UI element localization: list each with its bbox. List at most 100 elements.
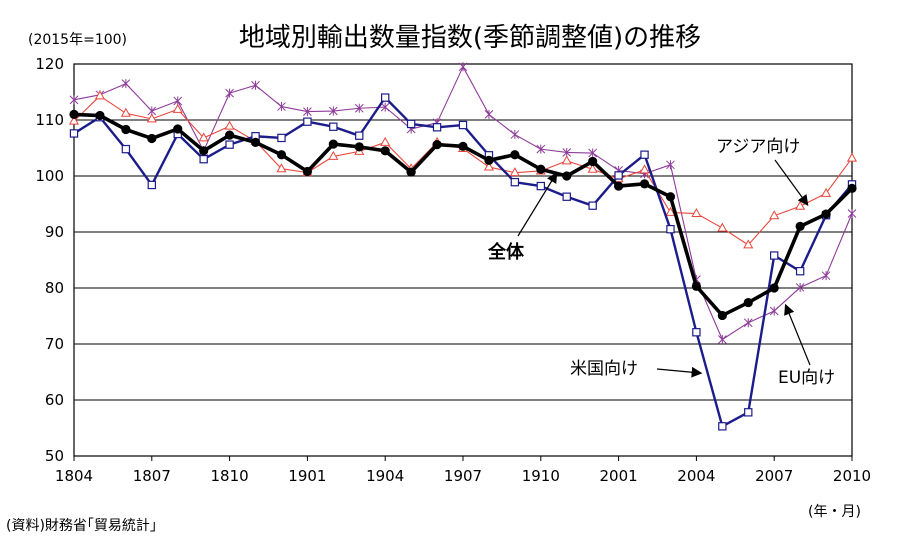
data-point: [458, 62, 468, 72]
data-point: [276, 163, 287, 173]
data-point: [406, 167, 416, 177]
data-point: [588, 148, 598, 158]
series-line: [73, 66, 853, 341]
data-point: [121, 79, 131, 89]
data-point: [199, 155, 208, 164]
data-point: [251, 80, 260, 90]
data-point: [562, 192, 571, 201]
data-point: [795, 282, 805, 292]
data-point: [795, 267, 805, 276]
label-eu: EU向け: [778, 368, 835, 388]
gridlines: [74, 119, 852, 401]
series-3: [69, 62, 857, 345]
data-point: [561, 155, 572, 165]
data-point: [665, 206, 676, 216]
data-point: [614, 181, 624, 191]
data-point: [536, 164, 546, 174]
data-point: [147, 133, 157, 144]
data-point: [510, 150, 520, 160]
data-point: [380, 146, 390, 156]
data-point: [639, 164, 650, 174]
x-tick-label: 2001: [600, 467, 638, 485]
series-1: [68, 90, 858, 249]
data-point: [509, 167, 520, 177]
label-us: 米国向け: [570, 359, 638, 379]
data-point: [717, 222, 728, 232]
data-point: [665, 192, 676, 202]
data-point: [691, 281, 702, 291]
data-point: [821, 271, 831, 281]
data-point: [432, 123, 442, 132]
data-point: [562, 171, 572, 181]
series-group: [68, 62, 858, 431]
data-point: [147, 180, 156, 190]
data-point: [381, 93, 390, 102]
data-point: [354, 103, 364, 113]
data-point: [68, 115, 80, 125]
data-point: [483, 161, 494, 171]
x-tick-label: 1901: [288, 467, 326, 485]
arrow-asia: [774, 159, 809, 206]
data-point: [743, 318, 753, 328]
label-asia: アジア向け: [716, 137, 800, 157]
data-point: [458, 141, 468, 151]
data-point: [717, 310, 727, 321]
data-point: [94, 90, 105, 100]
data-point: [328, 150, 339, 160]
y-tick-label: 100: [35, 167, 64, 185]
data-point: [173, 124, 183, 134]
data-point: [847, 183, 857, 193]
data-point: [484, 109, 494, 119]
x-tick-label: 1804: [55, 467, 93, 485]
data-point: [769, 210, 780, 220]
arrow-us: [656, 366, 703, 378]
data-point: [484, 155, 494, 165]
data-point: [329, 122, 338, 131]
x-tick-label: 1904: [366, 467, 404, 485]
data-point: [769, 283, 779, 293]
data-point: [821, 187, 832, 197]
arrow-eu: [784, 303, 811, 366]
data-point: [795, 221, 805, 231]
data-point: [303, 117, 312, 126]
y-tick-label: 110: [35, 111, 64, 129]
data-point: [640, 150, 649, 159]
data-point: [666, 160, 675, 170]
x-tick-label: 1907: [444, 467, 482, 485]
data-point: [432, 140, 442, 150]
data-point: [225, 88, 234, 98]
source-note: (資料)財務省｢貿易統計｣: [6, 518, 157, 534]
series-2: [69, 93, 857, 431]
data-point: [744, 408, 753, 417]
series-0: [69, 109, 857, 321]
data-point: [277, 133, 286, 143]
data-point: [666, 225, 675, 234]
data-point: [587, 163, 598, 173]
label-total: 全体: [487, 241, 525, 263]
data-point: [510, 177, 520, 187]
data-point: [303, 107, 312, 117]
data-point: [846, 152, 858, 162]
y-tick-label: 70: [45, 335, 64, 353]
data-point: [250, 137, 261, 147]
data-point: [614, 171, 623, 180]
data-point: [328, 106, 338, 116]
data-point: [718, 422, 727, 431]
x-axis-ticks: 1804 1807 1810 1901 1904 1907 1910 2001 2004 2007…: [55, 456, 871, 485]
data-point: [224, 120, 235, 130]
data-point: [225, 130, 235, 140]
data-point: [199, 146, 209, 156]
data-point: [95, 110, 105, 121]
unit-note: (2015年=100): [28, 32, 127, 48]
data-point: [380, 136, 391, 146]
x-tick-label: 1807: [133, 467, 171, 485]
y-tick-label: 80: [45, 279, 64, 297]
arrow-total: [517, 171, 558, 237]
x-tick-label: 2004: [677, 467, 715, 485]
data-point: [847, 209, 857, 219]
x-axis-label: (年・月): [808, 504, 861, 520]
data-point: [536, 144, 546, 154]
data-point: [691, 207, 702, 218]
y-axis-ticks: 50 60 70 80 90 100 110 120: [35, 55, 64, 465]
data-point: [172, 103, 183, 113]
